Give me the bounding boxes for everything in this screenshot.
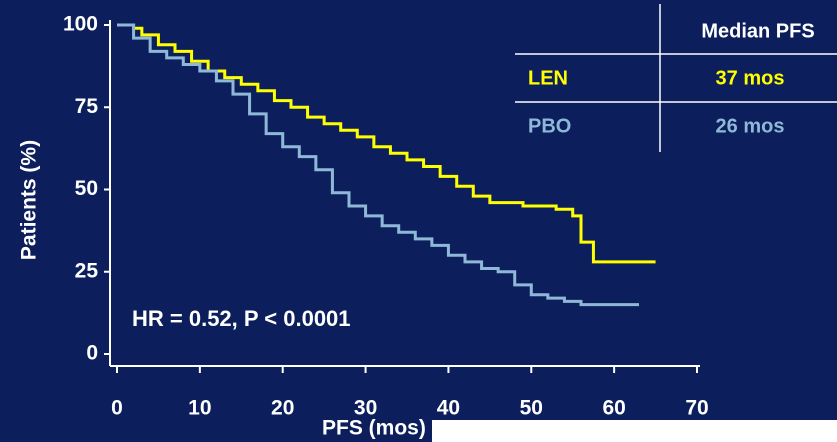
km-curve bbox=[117, 23, 639, 307]
table-header: Median PFS bbox=[701, 20, 814, 42]
table-cell: 26 mos bbox=[716, 115, 785, 137]
y-tick-label: 25 bbox=[75, 259, 99, 282]
x-tick-label: 50 bbox=[520, 397, 543, 420]
plot: 0 25 50 75 100 0 10 20 30 40 50 60 70 bbox=[63, 13, 709, 420]
x-tick-label: 30 bbox=[354, 397, 377, 420]
table-cell: LEN bbox=[528, 67, 568, 89]
x-tick-label: 40 bbox=[437, 397, 460, 420]
x-tick-label: 10 bbox=[188, 397, 211, 420]
x-tick-label: 70 bbox=[685, 397, 708, 420]
overlay-box bbox=[432, 420, 837, 442]
y-tick-label: 100 bbox=[63, 13, 98, 36]
y-tick-label: 75 bbox=[75, 95, 99, 118]
table-cell: 37 mos bbox=[716, 67, 785, 89]
y-tick-label: 50 bbox=[75, 177, 98, 200]
km-curve bbox=[117, 23, 656, 264]
x-tick-label: 20 bbox=[271, 397, 294, 420]
table-cell: PBO bbox=[528, 115, 571, 137]
x-tick-label: 60 bbox=[602, 397, 625, 420]
y-tick-label: 0 bbox=[86, 342, 98, 365]
x-axis-label: PFS (mos) bbox=[322, 417, 426, 440]
y-axis-label: Patients (%) bbox=[18, 140, 41, 260]
x-tick-label: 0 bbox=[111, 397, 123, 420]
annotation: HR = 0.52, P < 0.0001 bbox=[132, 306, 351, 331]
